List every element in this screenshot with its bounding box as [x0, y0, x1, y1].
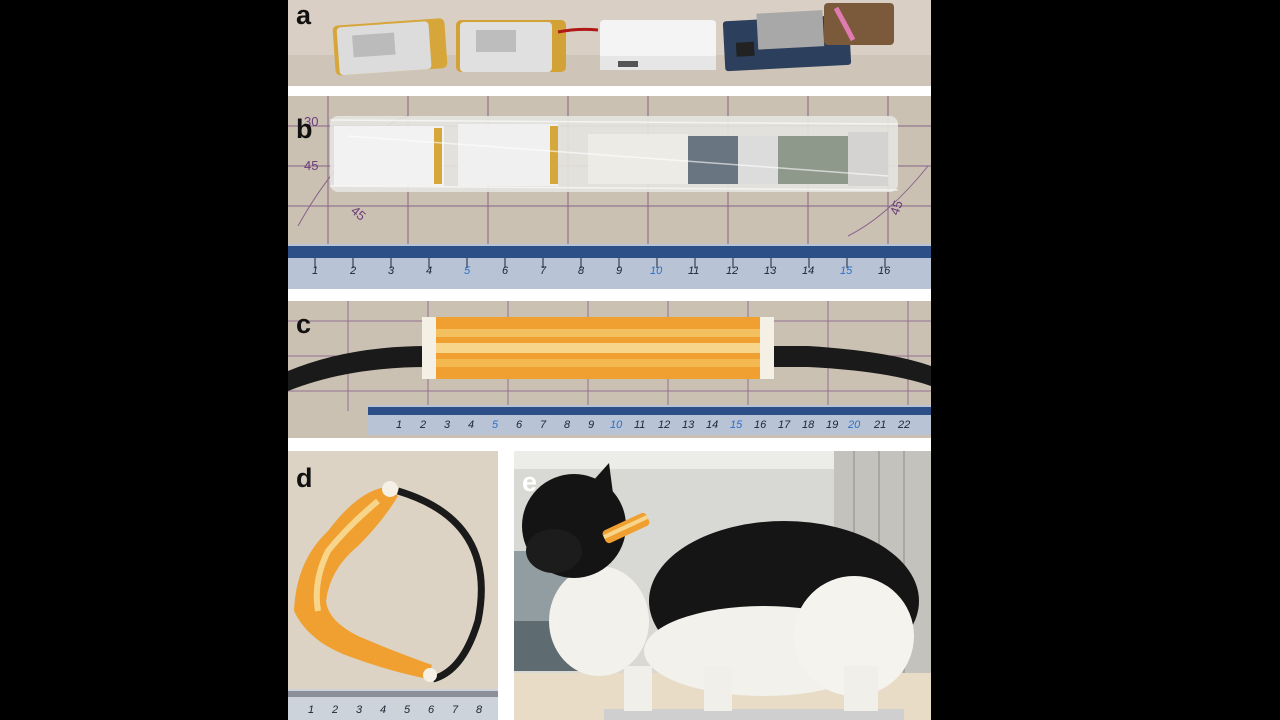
panel-label-c: c — [296, 311, 311, 338]
panel-label-e: e — [522, 469, 537, 496]
panel-a-photo — [288, 0, 931, 86]
ruler-b-number-5: 5 — [464, 265, 471, 277]
ruler-b-number-6: 6 — [502, 265, 509, 277]
panel-d-photo: 1 2 3 4 5 6 7 8 — [288, 451, 498, 720]
ruler-d-number-4: 4 — [380, 704, 386, 716]
ruler-c-number-13: 13 — [682, 419, 695, 431]
ruler-c-number-17: 17 — [778, 419, 791, 431]
ruler-c-number-20: 20 — [847, 419, 861, 431]
ruler-b-number-14: 14 — [802, 265, 814, 277]
mat-angle-45-a: 45 — [304, 158, 318, 173]
ruler-b-number-10: 10 — [650, 265, 663, 277]
ruler-c-number-1: 1 — [396, 419, 402, 431]
ruler-b-number-3: 3 — [388, 265, 395, 277]
ruler-b-number-11: 11 — [688, 265, 699, 277]
panel-b: 30 45 45 45 — [288, 96, 931, 289]
ruler-b: 1 2 3 4 5 6 7 8 9 10 11 12 13 14 15 16 — [288, 244, 931, 289]
ruler-c-number-2: 2 — [419, 419, 426, 431]
ruler-d-number-3: 3 — [356, 704, 363, 716]
ruler-c-number-16: 16 — [754, 419, 767, 431]
ruler-c-number-4: 4 — [468, 419, 474, 431]
panel-b-photo: 30 45 45 45 — [288, 96, 931, 289]
ruler-c-number-11: 11 — [634, 419, 645, 431]
panel-label-a: a — [296, 2, 311, 29]
ruler-c-number-7: 7 — [540, 419, 547, 431]
battery-2 — [456, 20, 566, 72]
panel-e-photo — [514, 451, 931, 720]
ruler-d-number-6: 6 — [428, 704, 435, 716]
ruler-c-number-5: 5 — [492, 419, 499, 431]
ruler-d: 1 2 3 4 5 6 7 8 — [288, 689, 498, 720]
ruler-c-number-8: 8 — [564, 419, 571, 431]
ruler-c-number-18: 18 — [802, 419, 815, 431]
panel-e: e — [514, 451, 931, 720]
ruler-b-number-8: 8 — [578, 265, 585, 277]
ruler-d-number-8: 8 — [476, 704, 483, 716]
small-sensor-board — [824, 3, 894, 45]
ruler-b-number-9: 9 — [616, 265, 622, 277]
panel-c-photo: 1 2 3 4 5 6 7 8 9 10 11 12 13 14 15 16 1… — [288, 301, 931, 438]
ruler-c-number-19: 19 — [826, 419, 838, 431]
ruler-c-number-21: 21 — [873, 419, 886, 431]
ruler-b-number-13: 13 — [764, 265, 777, 277]
ruler-c-number-22: 22 — [897, 419, 910, 431]
figure: a 30 45 45 45 — [288, 0, 931, 720]
ruler-c-number-9: 9 — [588, 419, 594, 431]
ruler-b-number-16: 16 — [878, 265, 891, 277]
ruler-d-number-1: 1 — [308, 704, 314, 716]
ruler-c-number-15: 15 — [730, 419, 743, 431]
panel-label-b: b — [296, 116, 313, 143]
ruler-b-number-1: 1 — [312, 265, 318, 277]
ruler-b-number-12: 12 — [726, 265, 738, 277]
ruler-c-number-14: 14 — [706, 419, 718, 431]
panel-a: a — [288, 0, 931, 86]
ruler-c-number-10: 10 — [610, 419, 623, 431]
ruler-b-number-4: 4 — [426, 265, 432, 277]
ruler-c-number-6: 6 — [516, 419, 523, 431]
panel-d: 1 2 3 4 5 6 7 8 d — [288, 451, 498, 720]
battery-1 — [332, 18, 447, 76]
panel-c: 1 2 3 4 5 6 7 8 9 10 11 12 13 14 15 16 1… — [288, 301, 931, 438]
ruler-c: 1 2 3 4 5 6 7 8 9 10 11 12 13 14 15 16 1… — [368, 405, 931, 435]
ruler-d-number-2: 2 — [331, 704, 338, 716]
knitted-cover — [422, 317, 774, 379]
ruler-d-number-5: 5 — [404, 704, 411, 716]
ruler-b-number-7: 7 — [540, 265, 547, 277]
white-enclosure — [600, 20, 716, 70]
wrapped-electronics-module — [330, 116, 898, 192]
ruler-d-number-7: 7 — [452, 704, 459, 716]
ruler-c-number-3: 3 — [444, 419, 451, 431]
panel-label-d: d — [296, 465, 313, 492]
ruler-c-number-12: 12 — [658, 419, 670, 431]
ruler-b-number-15: 15 — [840, 265, 853, 277]
ruler-b-number-2: 2 — [349, 265, 356, 277]
